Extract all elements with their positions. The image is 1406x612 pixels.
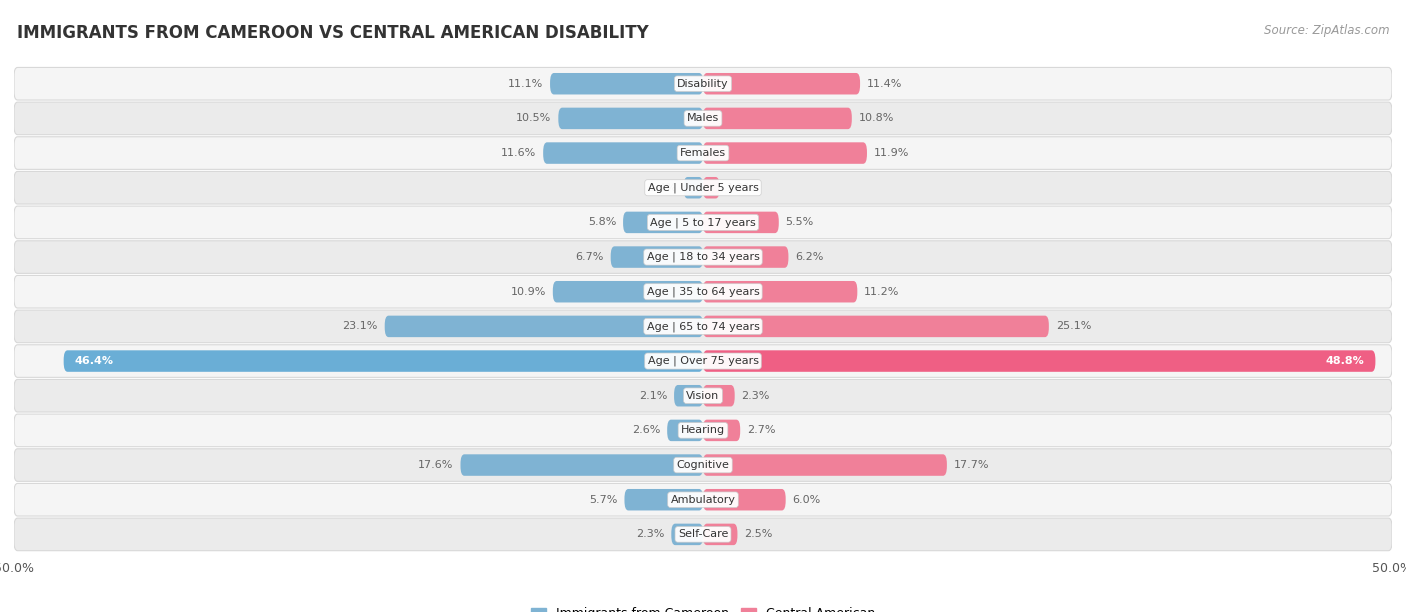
- Text: 11.6%: 11.6%: [501, 148, 536, 158]
- FancyBboxPatch shape: [63, 350, 703, 372]
- FancyBboxPatch shape: [703, 73, 860, 94]
- Text: Cognitive: Cognitive: [676, 460, 730, 470]
- Text: 5.8%: 5.8%: [588, 217, 616, 228]
- Text: 2.7%: 2.7%: [747, 425, 776, 435]
- FancyBboxPatch shape: [624, 489, 703, 510]
- FancyBboxPatch shape: [14, 275, 1392, 308]
- FancyBboxPatch shape: [668, 420, 703, 441]
- FancyBboxPatch shape: [703, 177, 720, 198]
- FancyBboxPatch shape: [673, 385, 703, 406]
- FancyBboxPatch shape: [14, 102, 1392, 135]
- Text: Age | Under 5 years: Age | Under 5 years: [648, 182, 758, 193]
- Legend: Immigrants from Cameroon, Central American: Immigrants from Cameroon, Central Americ…: [530, 607, 876, 612]
- FancyBboxPatch shape: [703, 454, 946, 476]
- Text: 11.1%: 11.1%: [508, 79, 543, 89]
- FancyBboxPatch shape: [703, 489, 786, 510]
- FancyBboxPatch shape: [703, 143, 868, 164]
- Text: 48.8%: 48.8%: [1326, 356, 1364, 366]
- Text: Males: Males: [688, 113, 718, 124]
- FancyBboxPatch shape: [14, 483, 1392, 516]
- Text: 23.1%: 23.1%: [343, 321, 378, 331]
- Text: IMMIGRANTS FROM CAMEROON VS CENTRAL AMERICAN DISABILITY: IMMIGRANTS FROM CAMEROON VS CENTRAL AMER…: [17, 24, 648, 42]
- FancyBboxPatch shape: [703, 385, 735, 406]
- Text: 2.6%: 2.6%: [631, 425, 661, 435]
- FancyBboxPatch shape: [558, 108, 703, 129]
- FancyBboxPatch shape: [14, 206, 1392, 239]
- FancyBboxPatch shape: [703, 212, 779, 233]
- FancyBboxPatch shape: [543, 143, 703, 164]
- Text: 10.9%: 10.9%: [510, 287, 546, 297]
- FancyBboxPatch shape: [703, 316, 1049, 337]
- FancyBboxPatch shape: [703, 246, 789, 268]
- Text: 46.4%: 46.4%: [75, 356, 114, 366]
- Text: Age | Over 75 years: Age | Over 75 years: [648, 356, 758, 367]
- FancyBboxPatch shape: [671, 524, 703, 545]
- FancyBboxPatch shape: [14, 171, 1392, 204]
- Text: 2.5%: 2.5%: [744, 529, 773, 539]
- Text: Age | 5 to 17 years: Age | 5 to 17 years: [650, 217, 756, 228]
- Text: 5.7%: 5.7%: [589, 494, 617, 505]
- Text: Age | 65 to 74 years: Age | 65 to 74 years: [647, 321, 759, 332]
- Text: 1.2%: 1.2%: [727, 183, 755, 193]
- Text: 2.3%: 2.3%: [636, 529, 665, 539]
- FancyBboxPatch shape: [14, 345, 1392, 378]
- FancyBboxPatch shape: [683, 177, 703, 198]
- FancyBboxPatch shape: [461, 454, 703, 476]
- Text: 25.1%: 25.1%: [1056, 321, 1091, 331]
- FancyBboxPatch shape: [14, 241, 1392, 274]
- Text: Source: ZipAtlas.com: Source: ZipAtlas.com: [1264, 24, 1389, 37]
- Text: 11.4%: 11.4%: [868, 79, 903, 89]
- FancyBboxPatch shape: [14, 449, 1392, 482]
- Text: Females: Females: [681, 148, 725, 158]
- Text: 10.5%: 10.5%: [516, 113, 551, 124]
- Text: Vision: Vision: [686, 390, 720, 401]
- FancyBboxPatch shape: [703, 281, 858, 302]
- Text: 11.2%: 11.2%: [865, 287, 900, 297]
- Text: 6.7%: 6.7%: [575, 252, 603, 262]
- Text: 17.7%: 17.7%: [953, 460, 990, 470]
- Text: 10.8%: 10.8%: [859, 113, 894, 124]
- Text: 2.1%: 2.1%: [638, 390, 668, 401]
- Text: Self-Care: Self-Care: [678, 529, 728, 539]
- FancyBboxPatch shape: [14, 310, 1392, 343]
- Text: 17.6%: 17.6%: [418, 460, 454, 470]
- FancyBboxPatch shape: [550, 73, 703, 94]
- Text: Ambulatory: Ambulatory: [671, 494, 735, 505]
- FancyBboxPatch shape: [14, 67, 1392, 100]
- Text: Disability: Disability: [678, 79, 728, 89]
- FancyBboxPatch shape: [703, 420, 740, 441]
- Text: Age | 18 to 34 years: Age | 18 to 34 years: [647, 252, 759, 263]
- Text: 11.9%: 11.9%: [875, 148, 910, 158]
- FancyBboxPatch shape: [703, 350, 1375, 372]
- FancyBboxPatch shape: [623, 212, 703, 233]
- FancyBboxPatch shape: [703, 108, 852, 129]
- FancyBboxPatch shape: [553, 281, 703, 302]
- FancyBboxPatch shape: [14, 414, 1392, 447]
- Text: 2.3%: 2.3%: [741, 390, 770, 401]
- Text: Age | 35 to 64 years: Age | 35 to 64 years: [647, 286, 759, 297]
- Text: 5.5%: 5.5%: [786, 217, 814, 228]
- Text: Hearing: Hearing: [681, 425, 725, 435]
- FancyBboxPatch shape: [14, 379, 1392, 412]
- FancyBboxPatch shape: [385, 316, 703, 337]
- Text: 6.2%: 6.2%: [796, 252, 824, 262]
- FancyBboxPatch shape: [703, 524, 738, 545]
- FancyBboxPatch shape: [610, 246, 703, 268]
- FancyBboxPatch shape: [14, 136, 1392, 170]
- FancyBboxPatch shape: [14, 518, 1392, 551]
- Text: 1.4%: 1.4%: [648, 183, 676, 193]
- Text: 6.0%: 6.0%: [793, 494, 821, 505]
